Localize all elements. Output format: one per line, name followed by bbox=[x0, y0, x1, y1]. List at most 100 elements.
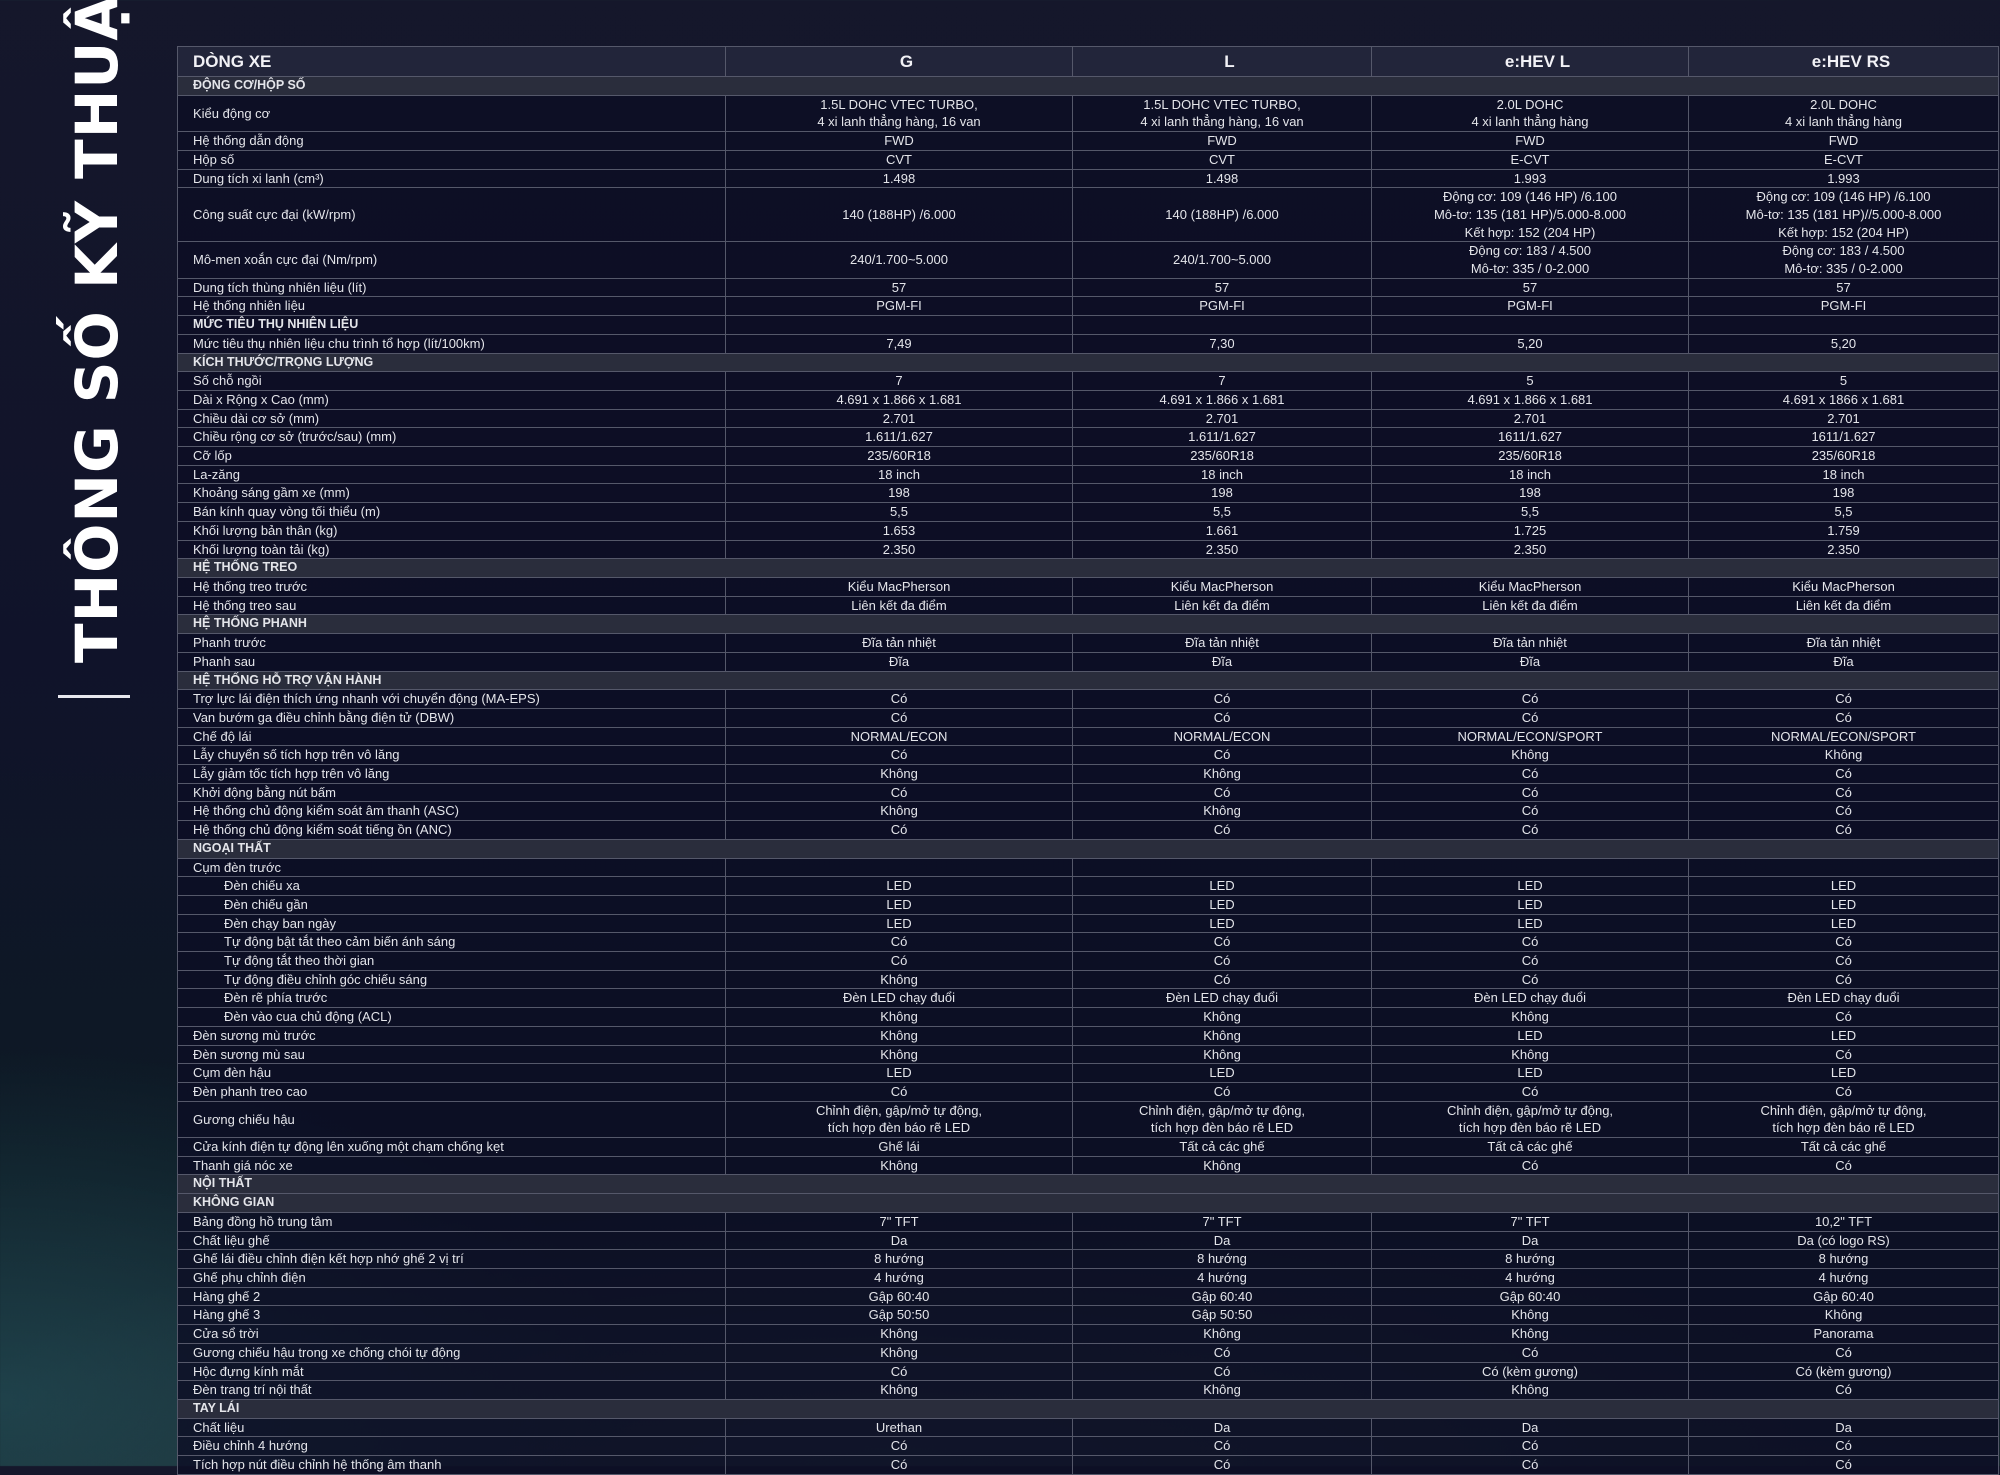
section-header-row: HỆ THỐNG TREO bbox=[177, 558, 1999, 578]
spec-value: Có bbox=[725, 820, 1073, 840]
spec-value: Động cơ: 109 (146 HP) /6.100 Mô-tơ: 135 … bbox=[1371, 187, 1689, 243]
section-title: KHÔNG GIAN bbox=[177, 1193, 1999, 1213]
spec-value: Có bbox=[725, 745, 1073, 766]
spec-value: 57 bbox=[1072, 277, 1372, 298]
table-row: Kiểu động cơ 1.5L DOHC VTEC TURBO, 4 xi l… bbox=[177, 94, 1999, 133]
spec-label: Hàng ghế 2 bbox=[177, 1286, 726, 1307]
spec-label: Tự động bật tắt theo cảm biến ánh sáng bbox=[177, 932, 726, 953]
table-row: Tích hợp nút điều chỉnh hệ thống âm than… bbox=[177, 1455, 1999, 1475]
table-row: Hệ thống treo sau Liên kết đa điểm Liên kế… bbox=[177, 595, 1999, 616]
spec-label: Tự động điều chỉnh góc chiếu sáng bbox=[177, 969, 726, 990]
spec-value: 1.725 bbox=[1371, 520, 1689, 541]
spec-label: Van bướm ga điều chỉnh bằng điện tử (DBW… bbox=[177, 707, 726, 728]
spec-value: Có bbox=[1072, 782, 1372, 803]
spec-value: Đèn LED chạy đuổi bbox=[1072, 988, 1372, 1009]
spec-value: 18 inch bbox=[1688, 464, 1999, 485]
spec-value: Da bbox=[1072, 1417, 1372, 1438]
spec-value: Có bbox=[1072, 951, 1372, 971]
table-row: Hàng ghế 3 Gập 50:50 Gập 50:50 Không Không bbox=[177, 1305, 1999, 1326]
spec-value: Có bbox=[1371, 1081, 1689, 1102]
spec-value bbox=[1072, 315, 1372, 335]
spec-label: Hàng ghế 3 bbox=[177, 1305, 726, 1326]
table-row: Đèn phanh treo cao Có Có Có Có bbox=[177, 1081, 1999, 1102]
spec-value: 10,2" TFT bbox=[1688, 1211, 1999, 1232]
spec-value: Tất cả các ghế bbox=[1371, 1137, 1689, 1157]
spec-label: Ghế phụ chỉnh điện bbox=[177, 1268, 726, 1288]
spec-value: Kiểu MacPherson bbox=[1371, 576, 1689, 597]
spec-value: 18 inch bbox=[725, 464, 1073, 485]
spec-value: Có (kèm gương) bbox=[1688, 1361, 1999, 1382]
spec-value: 57 bbox=[1688, 277, 1999, 298]
spec-value: Không bbox=[725, 1007, 1073, 1027]
spec-label: Dài x Rộng x Cao (mm) bbox=[177, 389, 726, 410]
spec-value: PGM-FI bbox=[725, 296, 1073, 317]
spec-value: 240/1.700~5.000 bbox=[1072, 241, 1372, 279]
spec-value: Có bbox=[725, 782, 1073, 803]
spec-value: Có bbox=[1371, 764, 1689, 784]
table-row: Phanh trước Đĩa tản nhiệt Đĩa tản nhiệt Đĩa… bbox=[177, 633, 1999, 653]
spec-value: Có bbox=[1072, 969, 1372, 990]
spec-label: Tích hợp nút điều chỉnh hệ thống âm than… bbox=[177, 1455, 726, 1475]
spec-value: 57 bbox=[725, 277, 1073, 298]
spec-value: 235/60R18 bbox=[1688, 446, 1999, 466]
table-row: Chiều dài cơ sở (mm) 2.701 2.701 2.701 2.701 bbox=[177, 408, 1999, 429]
spec-value: LED bbox=[1688, 1063, 1999, 1083]
spec-value: 1.759 bbox=[1688, 520, 1999, 541]
table-row: Mô-men xoắn cực đại (Nm/rpm) 240/1.700~5.… bbox=[177, 241, 1999, 279]
spec-value: Đĩa bbox=[725, 651, 1073, 672]
spec-value: Không bbox=[1688, 1305, 1999, 1326]
spec-label: Phanh sau bbox=[177, 651, 726, 672]
header-model-g: G bbox=[725, 46, 1073, 77]
spec-value: Có bbox=[1688, 1436, 1999, 1457]
spec-value: 2.0L DOHC 4 xi lanh thẳng hàng bbox=[1371, 94, 1689, 133]
spec-value: Không bbox=[1072, 801, 1372, 822]
spec-value: 198 bbox=[1688, 483, 1999, 504]
spec-value: Có bbox=[725, 1455, 1073, 1475]
table-row: Dung tích xi lanh (cm³) 1.498 1.498 1.993 1.… bbox=[177, 168, 1999, 189]
spec-value: 7" TFT bbox=[1072, 1211, 1372, 1232]
header-model-ehev-l: e:HEV L bbox=[1371, 46, 1689, 77]
table-row: Hệ thống chủ động kiểm soát âm thanh (AS… bbox=[177, 801, 1999, 822]
spec-value: LED bbox=[1371, 1063, 1689, 1083]
table-row: Hộc đựng kính mắt Có Có Có (kèm gương) Có (k… bbox=[177, 1361, 1999, 1382]
table-row: Hệ thống dẫn động FWD FWD FWD FWD bbox=[177, 131, 1999, 151]
spec-value: Có bbox=[1072, 1081, 1372, 1102]
spec-label: Hệ thống chủ động kiểm soát tiếng ồn (AN… bbox=[177, 820, 726, 840]
spec-label: Cụm đèn trước bbox=[177, 857, 726, 878]
spec-value: Liên kết đa điểm bbox=[1371, 595, 1689, 616]
table-row: Khởi động bằng nút bấm Có Có Có Có bbox=[177, 782, 1999, 803]
spec-value: Có bbox=[1371, 801, 1689, 822]
table-row: Chất liệu Urethan Da Da Da bbox=[177, 1417, 1999, 1438]
table-row: Bán kính quay vòng tối thiểu (m) 5,5 5,5 5,… bbox=[177, 502, 1999, 522]
spec-value: Không bbox=[725, 1380, 1073, 1400]
spec-value: Có bbox=[1688, 782, 1999, 803]
section-title: NỘI THẤT bbox=[177, 1174, 1999, 1195]
spec-label: Lẫy giảm tốc tích hợp trên vô lăng bbox=[177, 764, 726, 784]
spec-label: Chế độ lái bbox=[177, 726, 726, 747]
spec-value: LED bbox=[1371, 913, 1689, 934]
spec-value: 7,30 bbox=[1072, 333, 1372, 354]
section-header-row: NGOẠI THẤT bbox=[177, 838, 1999, 859]
spec-value: Kiểu MacPherson bbox=[1688, 576, 1999, 597]
spec-value: Liên kết đa điểm bbox=[1072, 595, 1372, 616]
spec-label: Đèn vào cua chủ động (ACL) bbox=[177, 1007, 726, 1027]
spec-label: Gương chiếu hậu bbox=[177, 1100, 726, 1139]
table-row: Khoảng sáng gầm xe (mm) 198 198 198 198 bbox=[177, 483, 1999, 504]
spec-value: Đèn LED chạy đuổi bbox=[1688, 988, 1999, 1009]
spec-value: 1.993 bbox=[1371, 168, 1689, 189]
spec-value: Không bbox=[1371, 1305, 1689, 1326]
spec-value: NORMAL/ECON/SPORT bbox=[1371, 726, 1689, 747]
spec-value: 1611/1.627 bbox=[1371, 427, 1689, 448]
spec-label: Ghế lái điều chỉnh điện kết hợp nhớ ghế … bbox=[177, 1249, 726, 1269]
spec-value: E-CVT bbox=[1371, 149, 1689, 170]
spec-value: 5,5 bbox=[725, 502, 1073, 522]
spec-value: Không bbox=[1072, 1025, 1372, 1046]
spec-value: Không bbox=[1072, 1007, 1372, 1027]
section-title: HỆ THỐNG TREO bbox=[177, 558, 1999, 578]
spec-label: Đèn chiếu xa bbox=[177, 876, 726, 896]
table-row: Gương chiếu hậu trong xe chống chói tự đ… bbox=[177, 1342, 1999, 1363]
spec-value: LED bbox=[1371, 876, 1689, 896]
spec-value: 2.350 bbox=[1371, 539, 1689, 560]
spec-value: 2.350 bbox=[725, 539, 1073, 560]
spec-value: Không bbox=[1371, 1324, 1689, 1344]
